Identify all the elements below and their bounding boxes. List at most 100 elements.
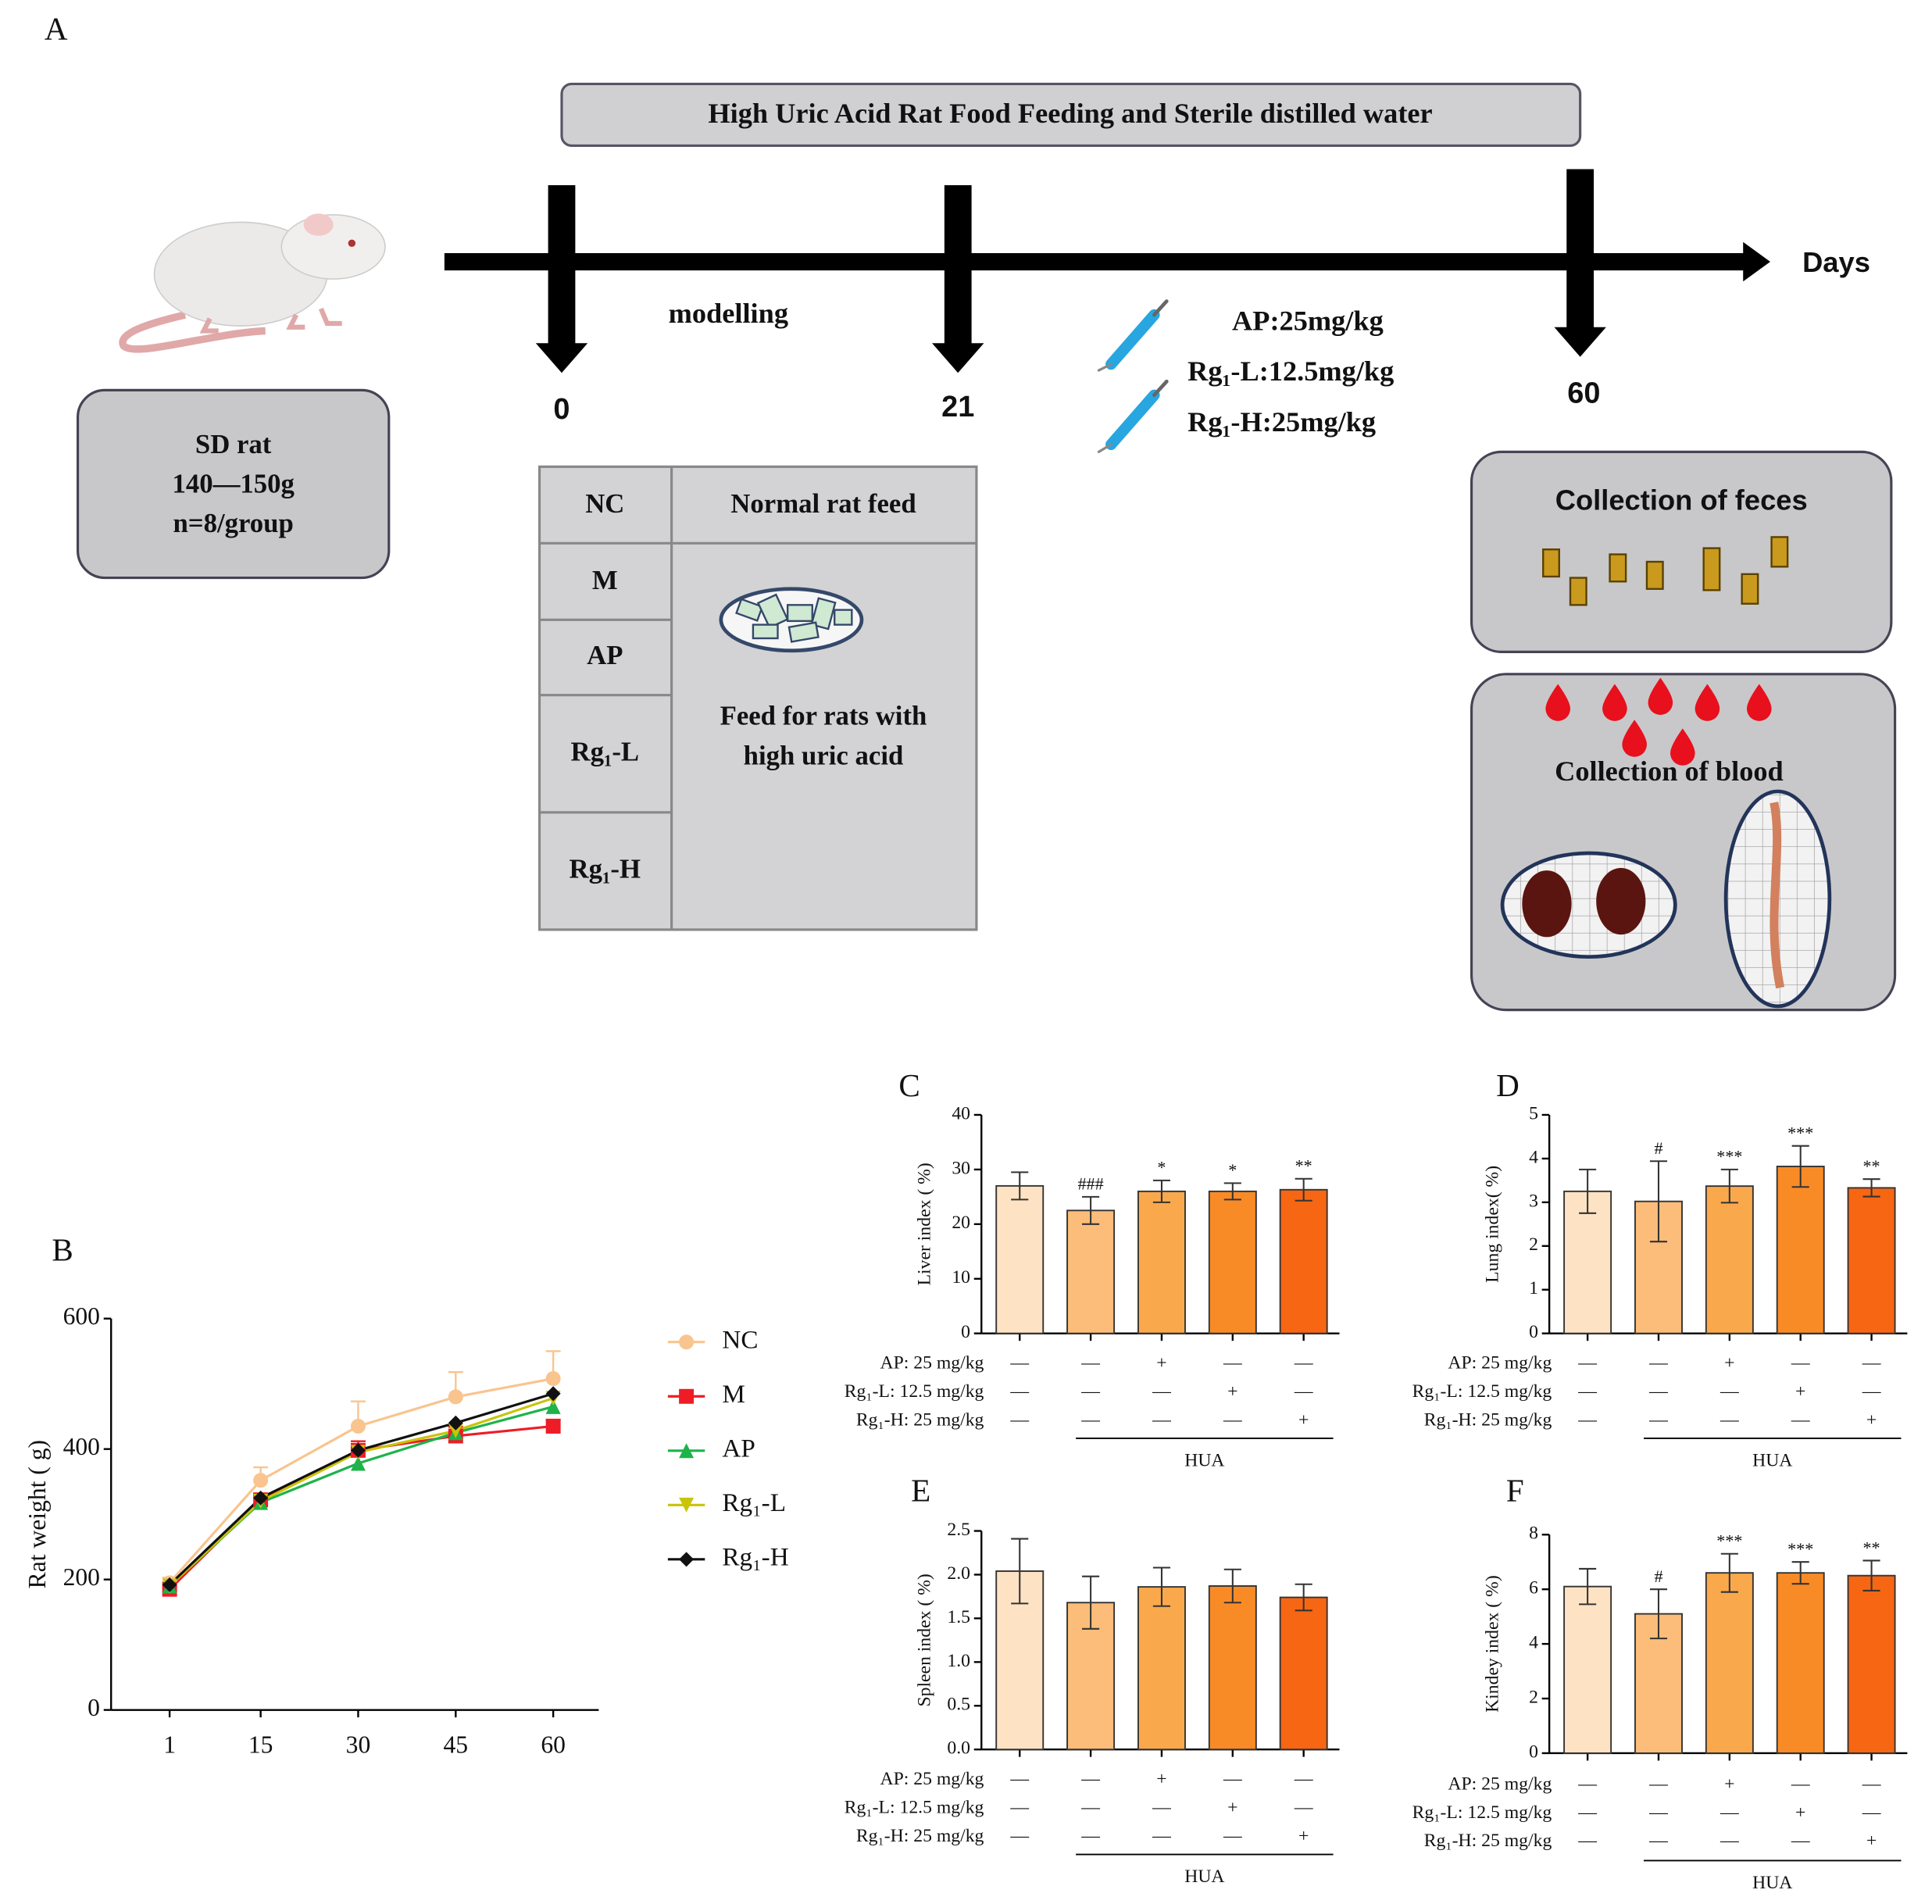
bar (1137, 1190, 1186, 1334)
treatment-mark: — (1223, 1409, 1242, 1430)
y-tick-label: 2 (1529, 1234, 1538, 1255)
bar (1776, 1166, 1825, 1334)
group: M (592, 565, 618, 595)
y-tick-label: 4 (1529, 1147, 1538, 1167)
marker (350, 1456, 366, 1471)
panel-label: E (911, 1473, 930, 1509)
time-arrows (535, 169, 1606, 373)
marker (545, 1386, 561, 1402)
panel-label: A (45, 11, 68, 47)
treatment-mark: + (1156, 1769, 1166, 1789)
treatment-mark: — (1577, 1831, 1597, 1851)
treatment-mark: + (1866, 1831, 1877, 1851)
treatment-mark: — (1791, 1831, 1810, 1851)
treatment-mark: — (1791, 1774, 1810, 1794)
treatment-label: Rg₁-H: 25 mg/kg (856, 1826, 984, 1846)
bar (1279, 1188, 1328, 1334)
treatment-mark: — (1648, 1802, 1668, 1823)
feed: high uric acid (744, 740, 904, 770)
treatment-mark: — (1648, 1409, 1668, 1430)
treatment-mark: — (1009, 1409, 1029, 1430)
bar (1563, 1190, 1612, 1334)
rat (119, 213, 386, 353)
panel-label: F (1506, 1473, 1524, 1509)
banner: High Uric Acid Rat Food Feeding and Ster… (708, 98, 1432, 129)
treatment-label: AP: 25 mg/kg (1448, 1774, 1552, 1794)
bar (1847, 1187, 1896, 1334)
treatment-mark: — (1080, 1797, 1100, 1817)
x-tick-label: 60 (541, 1731, 566, 1758)
treatment-label: AP: 25 mg/kg (1448, 1353, 1552, 1374)
treatment-label: Rg₁-L: 12.5 mg/kg (1412, 1381, 1552, 1402)
treatment-label: Rg₁-L: 12.5 mg/kg (1412, 1802, 1552, 1823)
treatment-mark: — (1791, 1353, 1810, 1374)
timepoint: 0 (553, 393, 570, 426)
syringes (1097, 299, 1169, 453)
blood-drops (1545, 677, 1772, 766)
y-tick-label: 20 (952, 1213, 970, 1233)
treatment-label: Rg₁-H: 25 mg/kg (1424, 1409, 1552, 1430)
treatment-label: Rg₁-H: 25 mg/kg (1424, 1831, 1552, 1851)
y-tick-label: 0 (1529, 1741, 1538, 1762)
feces-box (1470, 450, 1893, 653)
y-tick-label: 3 (1529, 1191, 1538, 1211)
y-tick-label: 0 (1529, 1322, 1538, 1342)
y-axis-label: Spleen index ( %) (915, 1574, 935, 1706)
marker (162, 1577, 177, 1592)
feed: Normal rat feed (730, 488, 916, 519)
y-tick-label: 40 (952, 1103, 970, 1123)
treatment-mark: — (1080, 1409, 1100, 1430)
treatment-mark: — (1577, 1353, 1597, 1374)
treatment-mark: + (1156, 1353, 1166, 1374)
y-axis-label: Liver index ( %) (915, 1163, 935, 1285)
series-line (168, 1377, 554, 1584)
y-tick-label: 8 (1529, 1524, 1538, 1544)
marker (448, 1423, 463, 1438)
group: Rg₁-H (570, 854, 641, 884)
treatment-mark: — (1009, 1381, 1029, 1402)
treatment-mark: — (1791, 1409, 1810, 1430)
timepoint: 21 (941, 391, 974, 423)
group-label: HUA (1184, 1450, 1224, 1470)
treatment-mark: — (1720, 1831, 1739, 1851)
bar (1137, 1586, 1186, 1751)
x-tick-label: 15 (248, 1731, 273, 1758)
treatment-mark: — (1080, 1353, 1100, 1374)
treatment-mark: — (1152, 1797, 1171, 1817)
y-tick-label: 30 (952, 1158, 970, 1178)
treatment-mark: — (1009, 1826, 1029, 1846)
y-tick-label: 1 (1529, 1278, 1538, 1299)
group: NC (585, 488, 624, 519)
y-tick-label: 1.0 (947, 1651, 970, 1671)
marker (448, 1415, 463, 1431)
treatment-label: AP: 25 mg/kg (880, 1353, 984, 1374)
significance: *** (1716, 1531, 1742, 1551)
y-tick-label: 10 (952, 1267, 970, 1288)
rat-box (76, 388, 391, 580)
significance: *** (1716, 1147, 1742, 1166)
axis-label: Days (1802, 246, 1870, 278)
modelling: modelling (669, 298, 788, 329)
significance: # (1654, 1138, 1662, 1158)
treatment-mark: — (1577, 1802, 1597, 1823)
treatment-label: Rg₁-L: 12.5 mg/kg (845, 1797, 984, 1817)
y-axis-label: Kindey index ( %) (1482, 1575, 1502, 1713)
treatment-mark: — (1648, 1353, 1668, 1374)
marker (448, 1389, 463, 1405)
significance: ** (1863, 1156, 1880, 1176)
marker (679, 1334, 695, 1350)
treatment-label: Rg₁-H: 25 mg/kg (856, 1409, 984, 1430)
group-label: HUA (1184, 1866, 1224, 1887)
treatment-mark: — (1577, 1409, 1597, 1430)
treatment-mark: — (1080, 1826, 1100, 1846)
legend-label: AP (722, 1434, 755, 1463)
blood-box (1470, 673, 1897, 1012)
treatment-mark: — (1577, 1381, 1597, 1402)
rat-info: 140—150g (172, 469, 295, 499)
treatment-mark: — (1862, 1802, 1881, 1823)
treatment-mark: — (1577, 1774, 1597, 1794)
treatment-mark: — (1009, 1797, 1029, 1817)
x-tick-label: 45 (444, 1731, 469, 1758)
treatment-mark: — (1152, 1381, 1171, 1402)
